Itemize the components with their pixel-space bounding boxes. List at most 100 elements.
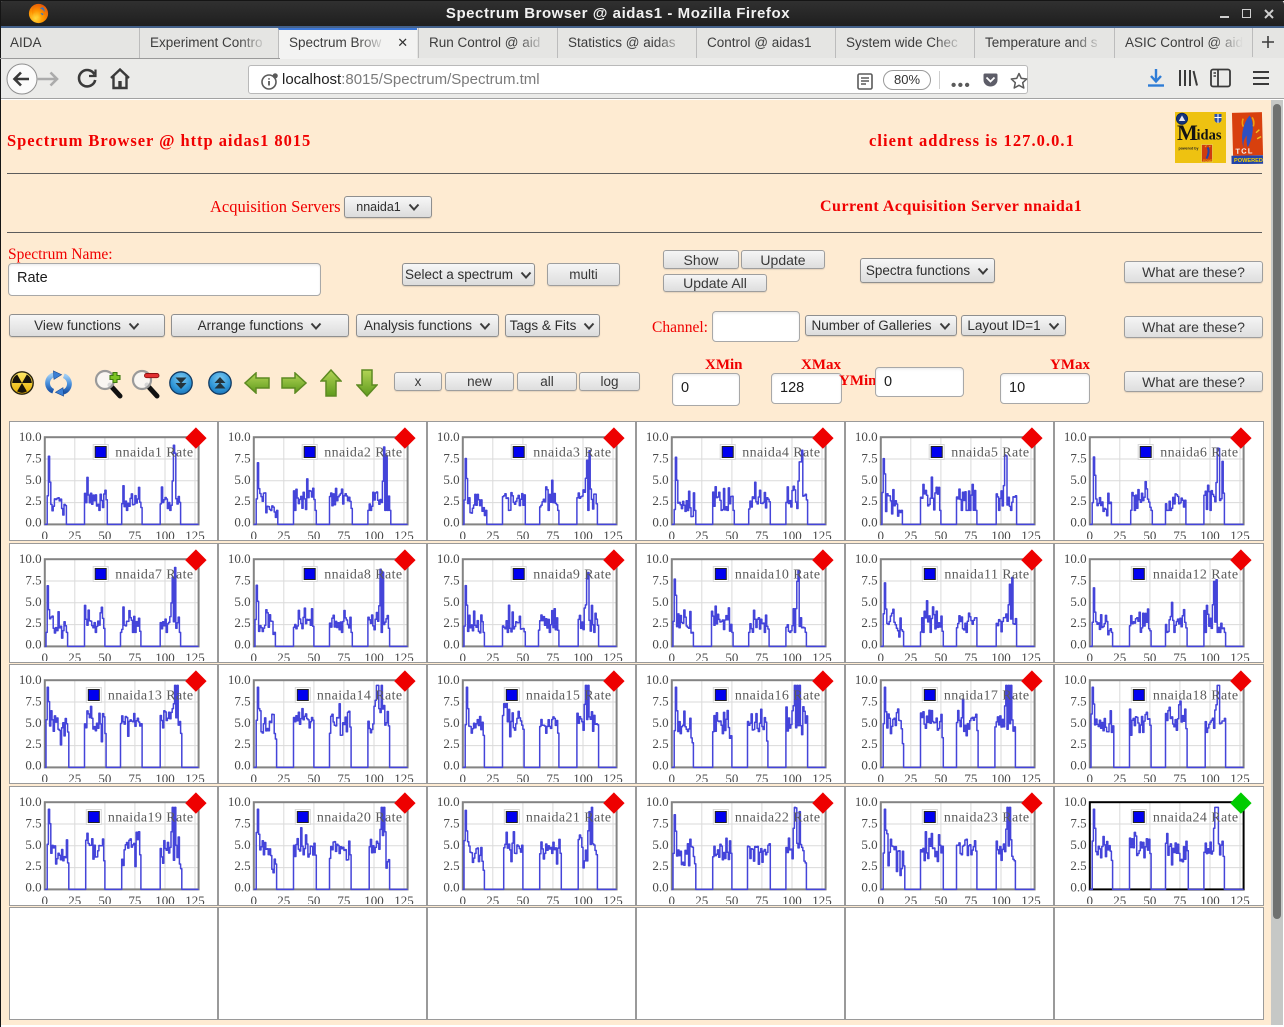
svg-text:5.0: 5.0 <box>25 715 41 730</box>
svg-text:powered by: powered by <box>1179 147 1199 151</box>
svg-text:100: 100 <box>573 771 593 782</box>
svg-text:0.0: 0.0 <box>25 879 41 894</box>
svg-text:25: 25 <box>68 771 81 782</box>
svg-text:50: 50 <box>307 528 320 539</box>
svg-text:125: 125 <box>603 528 623 539</box>
svg-text:nnaida8 Rate: nnaida8 Rate <box>324 567 402 582</box>
svg-text:5.0: 5.0 <box>652 593 668 608</box>
svg-text:125: 125 <box>1021 650 1041 661</box>
svg-text:125: 125 <box>394 771 414 782</box>
svg-text:100: 100 <box>573 650 593 661</box>
svg-text:25: 25 <box>486 650 499 661</box>
svg-text:75: 75 <box>1174 650 1187 661</box>
svg-text:75: 75 <box>965 528 978 539</box>
svg-text:7.5: 7.5 <box>1071 572 1087 587</box>
svg-text:0: 0 <box>1087 893 1094 904</box>
svg-text:2.5: 2.5 <box>25 615 41 630</box>
svg-text:75: 75 <box>128 528 141 539</box>
svg-text:0: 0 <box>250 650 256 661</box>
svg-text:10.0: 10.0 <box>437 551 460 566</box>
svg-text:75: 75 <box>1174 893 1187 904</box>
svg-text:75: 75 <box>965 771 978 782</box>
svg-text:100: 100 <box>155 771 175 782</box>
svg-text:0.0: 0.0 <box>652 515 668 530</box>
svg-text:nnaida23 Rate: nnaida23 Rate <box>944 810 1030 825</box>
svg-text:7.5: 7.5 <box>1071 694 1087 709</box>
svg-text:0: 0 <box>250 528 256 539</box>
svg-text:50: 50 <box>307 893 320 904</box>
svg-text:125: 125 <box>394 528 414 539</box>
svg-text:7.5: 7.5 <box>234 451 250 466</box>
svg-text:25: 25 <box>1114 650 1127 661</box>
svg-text:100: 100 <box>364 893 384 904</box>
svg-text:nnaida11 Rate: nnaida11 Rate <box>945 567 1030 582</box>
svg-text:7.5: 7.5 <box>652 451 668 466</box>
svg-text:7.5: 7.5 <box>652 572 668 587</box>
svg-text:5.0: 5.0 <box>1071 715 1087 730</box>
svg-text:100: 100 <box>364 528 384 539</box>
svg-text:25: 25 <box>68 893 81 904</box>
svg-text:75: 75 <box>755 771 768 782</box>
svg-text:0: 0 <box>1087 528 1094 539</box>
svg-text:2.5: 2.5 <box>1071 615 1087 630</box>
svg-text:7.5: 7.5 <box>443 815 459 830</box>
svg-text:0.0: 0.0 <box>862 636 878 651</box>
svg-text:75: 75 <box>128 650 141 661</box>
svg-text:50: 50 <box>935 771 948 782</box>
svg-text:100: 100 <box>155 528 175 539</box>
svg-text:100: 100 <box>991 650 1011 661</box>
svg-text:0.0: 0.0 <box>862 879 878 894</box>
svg-text:125: 125 <box>185 771 205 782</box>
svg-text:2.5: 2.5 <box>234 858 250 873</box>
svg-text:7.5: 7.5 <box>25 451 41 466</box>
svg-text:10.0: 10.0 <box>855 794 878 809</box>
svg-text:100: 100 <box>364 771 384 782</box>
svg-text:25: 25 <box>695 893 708 904</box>
svg-text:100: 100 <box>782 528 802 539</box>
svg-text:75: 75 <box>965 650 978 661</box>
svg-text:0: 0 <box>878 893 885 904</box>
svg-text:100: 100 <box>1201 893 1221 904</box>
svg-text:7.5: 7.5 <box>1071 815 1087 830</box>
svg-text:25: 25 <box>695 650 708 661</box>
svg-text:nnaida3 Rate: nnaida3 Rate <box>533 446 611 461</box>
svg-text:7.5: 7.5 <box>234 815 250 830</box>
svg-text:10.0: 10.0 <box>1064 794 1087 809</box>
svg-text:50: 50 <box>516 771 529 782</box>
svg-text:125: 125 <box>394 650 414 661</box>
svg-text:nnaida15 Rate: nnaida15 Rate <box>526 689 612 704</box>
svg-text:25: 25 <box>486 893 499 904</box>
svg-text:50: 50 <box>98 893 111 904</box>
svg-text:125: 125 <box>603 893 623 904</box>
svg-text:2.5: 2.5 <box>652 615 668 630</box>
svg-text:10.0: 10.0 <box>646 551 669 566</box>
svg-text:10.0: 10.0 <box>646 429 669 444</box>
svg-text:10.0: 10.0 <box>18 794 41 809</box>
svg-text:0.0: 0.0 <box>234 758 250 773</box>
svg-text:5.0: 5.0 <box>862 836 878 851</box>
svg-text:75: 75 <box>546 528 559 539</box>
svg-text:0: 0 <box>1087 650 1094 661</box>
svg-text:100: 100 <box>782 650 802 661</box>
svg-text:75: 75 <box>965 893 978 904</box>
svg-text:0: 0 <box>41 650 48 661</box>
svg-text:0.0: 0.0 <box>443 879 459 894</box>
svg-text:75: 75 <box>337 771 350 782</box>
svg-text:125: 125 <box>812 650 832 661</box>
svg-text:75: 75 <box>755 650 768 661</box>
svg-text:0.0: 0.0 <box>234 515 250 530</box>
svg-text:nnaida7 Rate: nnaida7 Rate <box>115 567 193 582</box>
svg-text:75: 75 <box>546 650 559 661</box>
svg-text:7.5: 7.5 <box>234 694 250 709</box>
svg-text:0: 0 <box>41 771 48 782</box>
svg-text:nnaida1 Rate: nnaida1 Rate <box>115 446 193 461</box>
svg-text:0.0: 0.0 <box>652 879 668 894</box>
svg-text:50: 50 <box>307 650 320 661</box>
svg-text:25: 25 <box>277 528 290 539</box>
svg-text:75: 75 <box>337 893 350 904</box>
svg-text:25: 25 <box>486 528 499 539</box>
svg-text:nnaida18 Rate: nnaida18 Rate <box>1153 689 1239 704</box>
svg-text:nnaida12 Rate: nnaida12 Rate <box>1153 567 1239 582</box>
svg-text:nnaida4 Rate: nnaida4 Rate <box>742 446 820 461</box>
svg-text:nnaida13 Rate: nnaida13 Rate <box>107 689 193 704</box>
